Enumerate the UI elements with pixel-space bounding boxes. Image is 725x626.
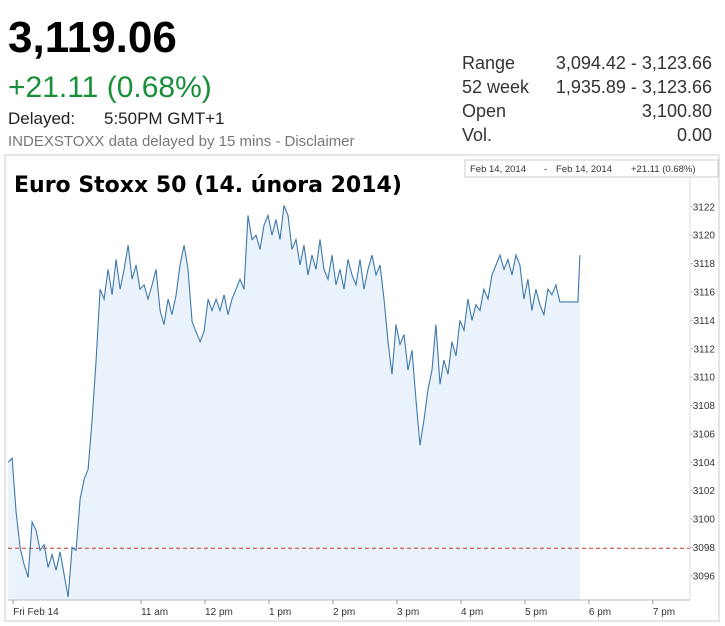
y-tick-label: 3100 [693,515,716,526]
y-tick-label: 3106 [693,429,716,440]
stat-value: 3,100.80 [642,101,712,121]
x-tick-label: 4 pm [461,607,483,618]
plot: 3096 3098 3100 3102 3104 3106 3108 3110 3112 3114… [7,160,716,618]
range-from: Feb 14, 2014 [470,164,526,175]
y-tick-label: 3122 [693,202,716,213]
x-tick-label: 6 pm [589,607,611,618]
x-tick-label: 5 pm [525,607,547,618]
stat-label: Open [462,101,506,121]
stat-label: 52 week [462,77,530,97]
y-tick-label: 3104 [693,458,716,469]
x-tick-label: 3 pm [397,607,419,618]
stat-label: Vol. [462,125,492,145]
y-tick-label: 3102 [693,486,716,497]
range-change: +21.11 (0.68%) [631,164,696,175]
x-tick-label: 11 am [141,607,168,618]
y-tick-label: 3096 [693,571,716,582]
stats-table: Range 3,094.42 - 3,123.66 52 week 1,935.89 … [462,53,712,145]
y-tick-label: 3108 [693,401,716,412]
x-tick-label: Fri Feb 14 [13,607,59,618]
y-tick-label: 3116 [693,288,715,299]
y-tick-label: 3114 [693,316,715,327]
price-change: +21.11 (0.68%) [8,71,212,104]
stat-value: 3,094.42 - 3,123.66 [556,53,712,73]
stat-value: 1,935.89 - 3,123.66 [556,77,712,97]
price: 3,119.06 [8,13,177,62]
y-tick-label: 3098 [693,543,716,554]
y-tick-label: 3112 [693,344,715,355]
chart-title: Euro Stoxx 50 (14. února 2014) [14,173,402,198]
y-tick-label: 3120 [693,231,716,242]
delayed-time: 5:50PM GMT+1 [104,109,224,128]
delayed-label: Delayed: [8,109,75,128]
y-tick-label: 3110 [693,373,715,384]
range-to: Feb 14, 2014 [556,164,612,175]
price-line [7,205,581,598]
x-tick-label: 12 pm [205,607,233,618]
area [8,205,580,600]
y-tick-label: 3118 [693,259,715,270]
x-tick-label: 7 pm [653,607,675,618]
x-tick-label: 2 pm [333,607,355,618]
range-box [464,159,719,178]
data-note[interactable]: INDEXSTOXX data delayed by 15 mins - Dis… [8,133,355,150]
stat-value: 0.00 [677,125,712,145]
range-separator: - [544,164,547,175]
x-tick-label: 1 pm [269,607,291,618]
stat-label: Range [462,53,515,73]
